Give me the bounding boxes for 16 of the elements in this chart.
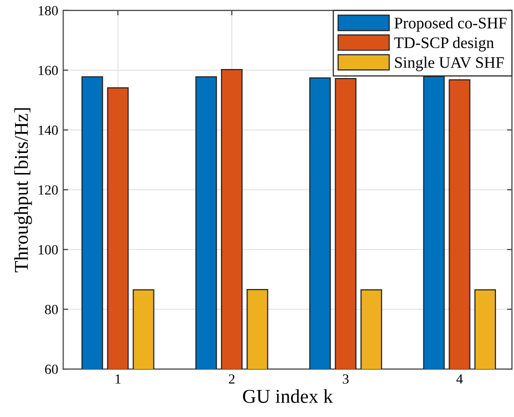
x-tick-label: 1 bbox=[116, 374, 121, 384]
y-tick-label: 60 bbox=[45, 364, 58, 374]
x-tick-label: 4 bbox=[456, 374, 463, 384]
y-tick-label: 140 bbox=[38, 126, 58, 135]
legend-label: Single UAV SHF bbox=[395, 56, 504, 72]
y-tick-label: 180 bbox=[38, 6, 58, 16]
x-tick-label: 2 bbox=[228, 374, 234, 384]
x-axis-title: GU index k bbox=[243, 389, 333, 403]
y-tick-label: 80 bbox=[45, 304, 58, 314]
y-tick-label: 160 bbox=[38, 66, 58, 76]
y-tick-label: 120 bbox=[38, 185, 58, 195]
legend-label: Proposed co-SHF bbox=[394, 17, 507, 32]
legend-label: TD-SCP design bbox=[394, 36, 494, 52]
x-tick-label: 3 bbox=[342, 374, 349, 384]
y-axis-title: Throughput [bits/Hz] bbox=[14, 108, 32, 272]
y-tick-label: 100 bbox=[38, 245, 58, 254]
